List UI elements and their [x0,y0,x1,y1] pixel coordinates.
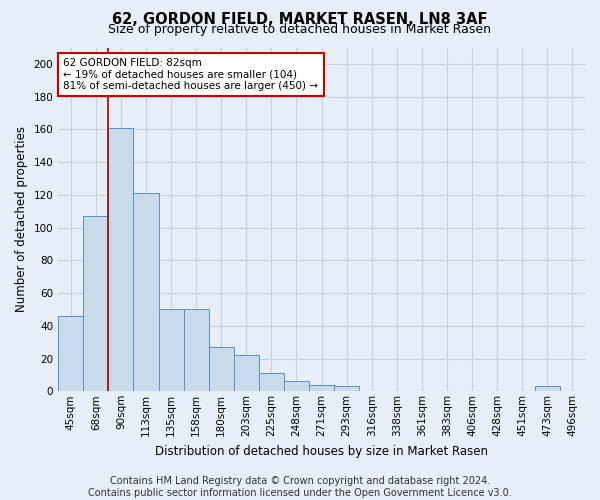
Bar [234,356,259,392]
Text: Contains HM Land Registry data © Crown copyright and database right 2024.
Contai: Contains HM Land Registry data © Crown c… [88,476,512,498]
Y-axis label: Number of detached properties: Number of detached properties [15,126,28,312]
Bar [184,310,209,392]
Bar [133,193,158,392]
Bar [109,128,133,392]
X-axis label: Distribution of detached houses by size in Market Rasen: Distribution of detached houses by size … [155,444,488,458]
Text: Size of property relative to detached houses in Market Rasen: Size of property relative to detached ho… [109,22,491,36]
Bar [209,347,234,392]
Text: 62, GORDON FIELD, MARKET RASEN, LN8 3AF: 62, GORDON FIELD, MARKET RASEN, LN8 3AF [112,12,488,28]
Bar [535,386,560,392]
Bar [284,382,309,392]
Bar [259,374,284,392]
Bar [158,310,184,392]
Text: 62 GORDON FIELD: 82sqm
← 19% of detached houses are smaller (104)
81% of semi-de: 62 GORDON FIELD: 82sqm ← 19% of detached… [64,58,319,91]
Bar [334,386,359,392]
Bar [83,216,109,392]
Bar [58,316,83,392]
Bar [309,384,334,392]
